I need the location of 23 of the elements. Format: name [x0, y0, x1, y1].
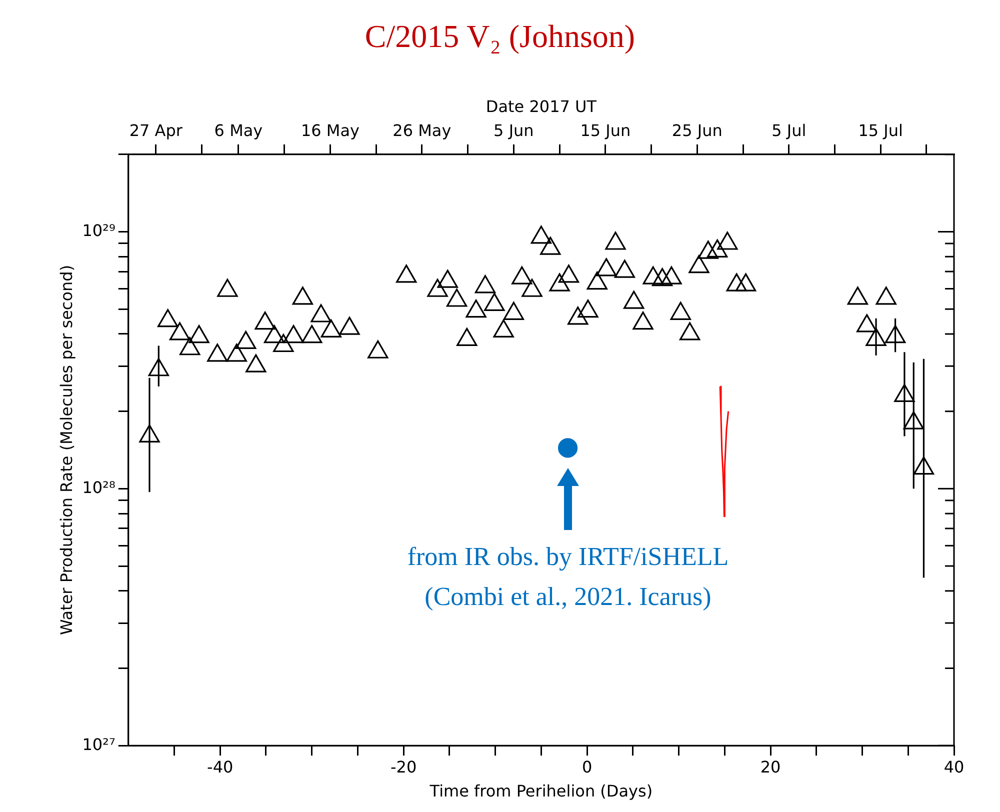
y-axis-title: Water Production Rate (Molecules per second)	[56, 264, 76, 636]
y-tick-label: 10²⁸	[82, 478, 116, 497]
x2-tick-label: 15 Jul	[858, 120, 903, 140]
annotation: (Combi et al., 2021. Icarus)	[424, 582, 712, 612]
x-tick-label: -40	[207, 757, 234, 776]
x2-tick-label: 5 Jul	[772, 120, 806, 140]
x-axis-title: Time from Perihelion (Days)	[428, 782, 653, 801]
x-tick-label: 40	[944, 757, 964, 776]
annotation: from IR obs. by IRTF/iSHELL	[406, 542, 730, 572]
x2-tick-label: 16 May	[300, 120, 360, 140]
x2-tick-label: 25 Jun	[672, 120, 722, 140]
chart-title: C/2015 V₂ (Johnson)	[364, 18, 636, 55]
y-tick-label: 10²⁷	[82, 734, 116, 754]
x-tick-label: 20	[760, 757, 781, 776]
x2-tick-label: 27 Apr	[129, 120, 183, 140]
x-tick-label: -20	[390, 757, 417, 776]
x2-tick-label: 15 Jun	[580, 120, 631, 140]
x2-tick-label: 6 May	[214, 120, 263, 140]
x2-tick-label: 5 Jun	[494, 120, 534, 140]
x-tick-label: 0	[582, 757, 592, 776]
y-tick-label: 10²⁹	[82, 220, 116, 240]
x2-axis-title: Date 2017 UT	[486, 96, 597, 116]
x2-tick-label: 26 May	[392, 120, 452, 140]
